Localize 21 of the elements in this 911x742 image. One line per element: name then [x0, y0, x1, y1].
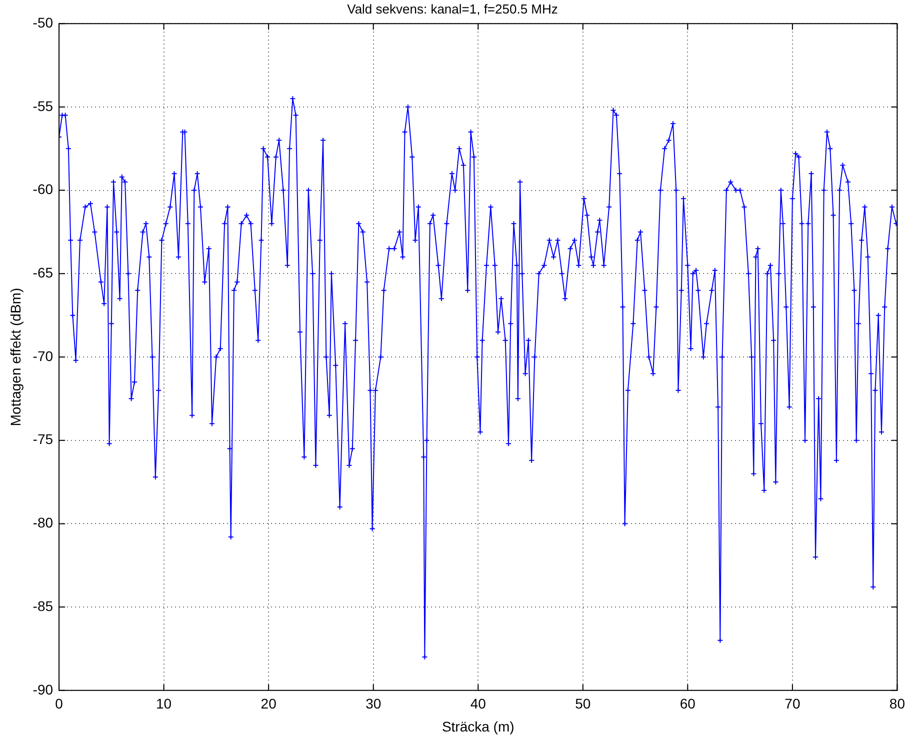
y-tick-label: -85: [32, 598, 54, 614]
x-tick-label: 80: [889, 696, 906, 712]
x-tick-label: 10: [156, 696, 172, 712]
y-tick-label: -50: [32, 14, 54, 30]
chart-title: Vald sekvens: kanal=1, f=250.5 MHz: [347, 1, 558, 16]
y-axis-title: Mottagen effekt (dBm): [7, 288, 24, 426]
y-tick-label: -55: [32, 98, 54, 114]
x-tick-label: 0: [55, 696, 64, 712]
y-tick-label: -75: [32, 431, 54, 448]
x-tick-label: 50: [575, 696, 591, 712]
x-tick-label: 60: [680, 696, 696, 712]
x-tick-label: 30: [366, 696, 382, 712]
x-tick-label: 70: [784, 696, 800, 712]
y-tick-label: -60: [32, 181, 54, 198]
x-axis-title: Sträcka (m): [442, 718, 514, 734]
x-tick-label: 40: [470, 696, 486, 712]
y-tick-label: -70: [32, 348, 54, 364]
y-tick-label: -80: [32, 514, 54, 531]
y-tick-label: -65: [32, 264, 54, 281]
x-tick-label: 20: [260, 696, 277, 712]
y-tick-label: -90: [32, 681, 54, 698]
